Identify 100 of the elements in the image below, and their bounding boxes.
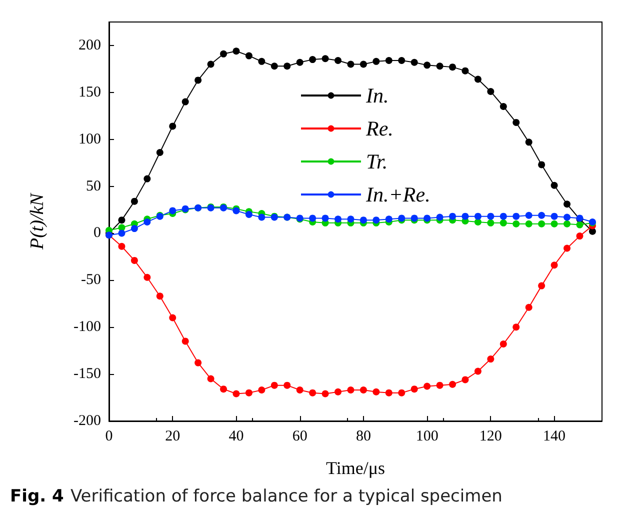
x-tick-label: 40 [228,428,244,444]
point [182,338,189,345]
point [487,212,494,220]
point [474,212,482,220]
point [538,282,546,290]
point [512,212,520,220]
point [245,389,252,396]
point [550,182,558,189]
point [144,218,151,226]
y-tick-label: 50 [86,178,101,194]
point [398,389,406,396]
point [385,389,392,396]
point [588,228,596,235]
point [194,76,202,84]
caption: Fig. 4 Verification of force balance for a typical specimen [10,486,502,506]
point [118,230,126,237]
point [564,214,571,221]
point [372,58,380,65]
point [449,212,456,220]
point [258,58,266,65]
point [550,262,558,269]
point [436,62,444,70]
point [309,56,316,64]
point [474,76,482,83]
point [487,88,494,95]
y-tick-label: -200 [74,413,101,429]
point [512,220,520,228]
x-tick-label: 60 [292,428,308,444]
y-axis-title: P(t)/kN [27,192,48,250]
point [296,58,304,66]
point [500,212,507,220]
point [564,200,571,208]
point [487,356,494,363]
legend-label: In.+Re. [365,182,430,206]
point [207,375,214,382]
point [500,219,507,226]
point [296,386,304,394]
point [424,62,431,69]
point [487,219,494,226]
point [500,102,507,110]
y-tick-label: -100 [74,319,101,336]
legend-label: Tr. [366,150,388,174]
point [512,118,520,126]
point [576,221,584,228]
point [245,52,252,60]
point [284,62,291,70]
x-tick-label: 120 [479,428,502,444]
point [436,382,444,389]
point [334,56,342,64]
point [245,210,252,218]
point [118,224,126,232]
point [334,216,342,223]
point [576,232,584,240]
point [372,388,380,396]
point [525,220,532,228]
point [334,388,342,396]
point [182,98,189,106]
point [194,359,202,366]
x-tick-label: 140 [543,428,566,444]
x-tick-label: 20 [165,428,180,444]
point [360,386,367,394]
point [144,175,151,182]
point [538,220,546,228]
y-tick-label: 0 [94,225,101,242]
x-tick-label: 80 [356,428,371,444]
x-tick-label: 100 [416,428,438,444]
point [410,386,418,393]
point [449,64,456,71]
point [512,324,520,331]
x-axis-title: Time/μs [326,458,386,478]
point [270,382,278,389]
y-tick-label: -150 [74,366,101,382]
point [347,60,354,68]
point [169,122,176,130]
point [525,212,532,219]
point [550,220,558,228]
point [130,256,138,264]
point [144,274,151,281]
legend-label: In. [365,84,389,108]
point [322,214,329,222]
y-tick-label: 100 [78,131,101,148]
point [232,48,240,55]
x-tick-label: 0 [105,428,113,444]
point [462,67,469,74]
point [385,56,392,64]
point [449,380,456,388]
point [309,389,316,396]
point [130,198,138,205]
point [525,138,532,146]
point [322,390,329,398]
point [424,382,431,390]
y-tick-label: 150 [78,84,101,100]
point [220,50,228,58]
point [360,216,367,224]
point [436,214,444,221]
point [410,58,418,66]
point [525,304,532,311]
point [232,390,240,398]
point [118,216,126,224]
point [284,382,291,389]
